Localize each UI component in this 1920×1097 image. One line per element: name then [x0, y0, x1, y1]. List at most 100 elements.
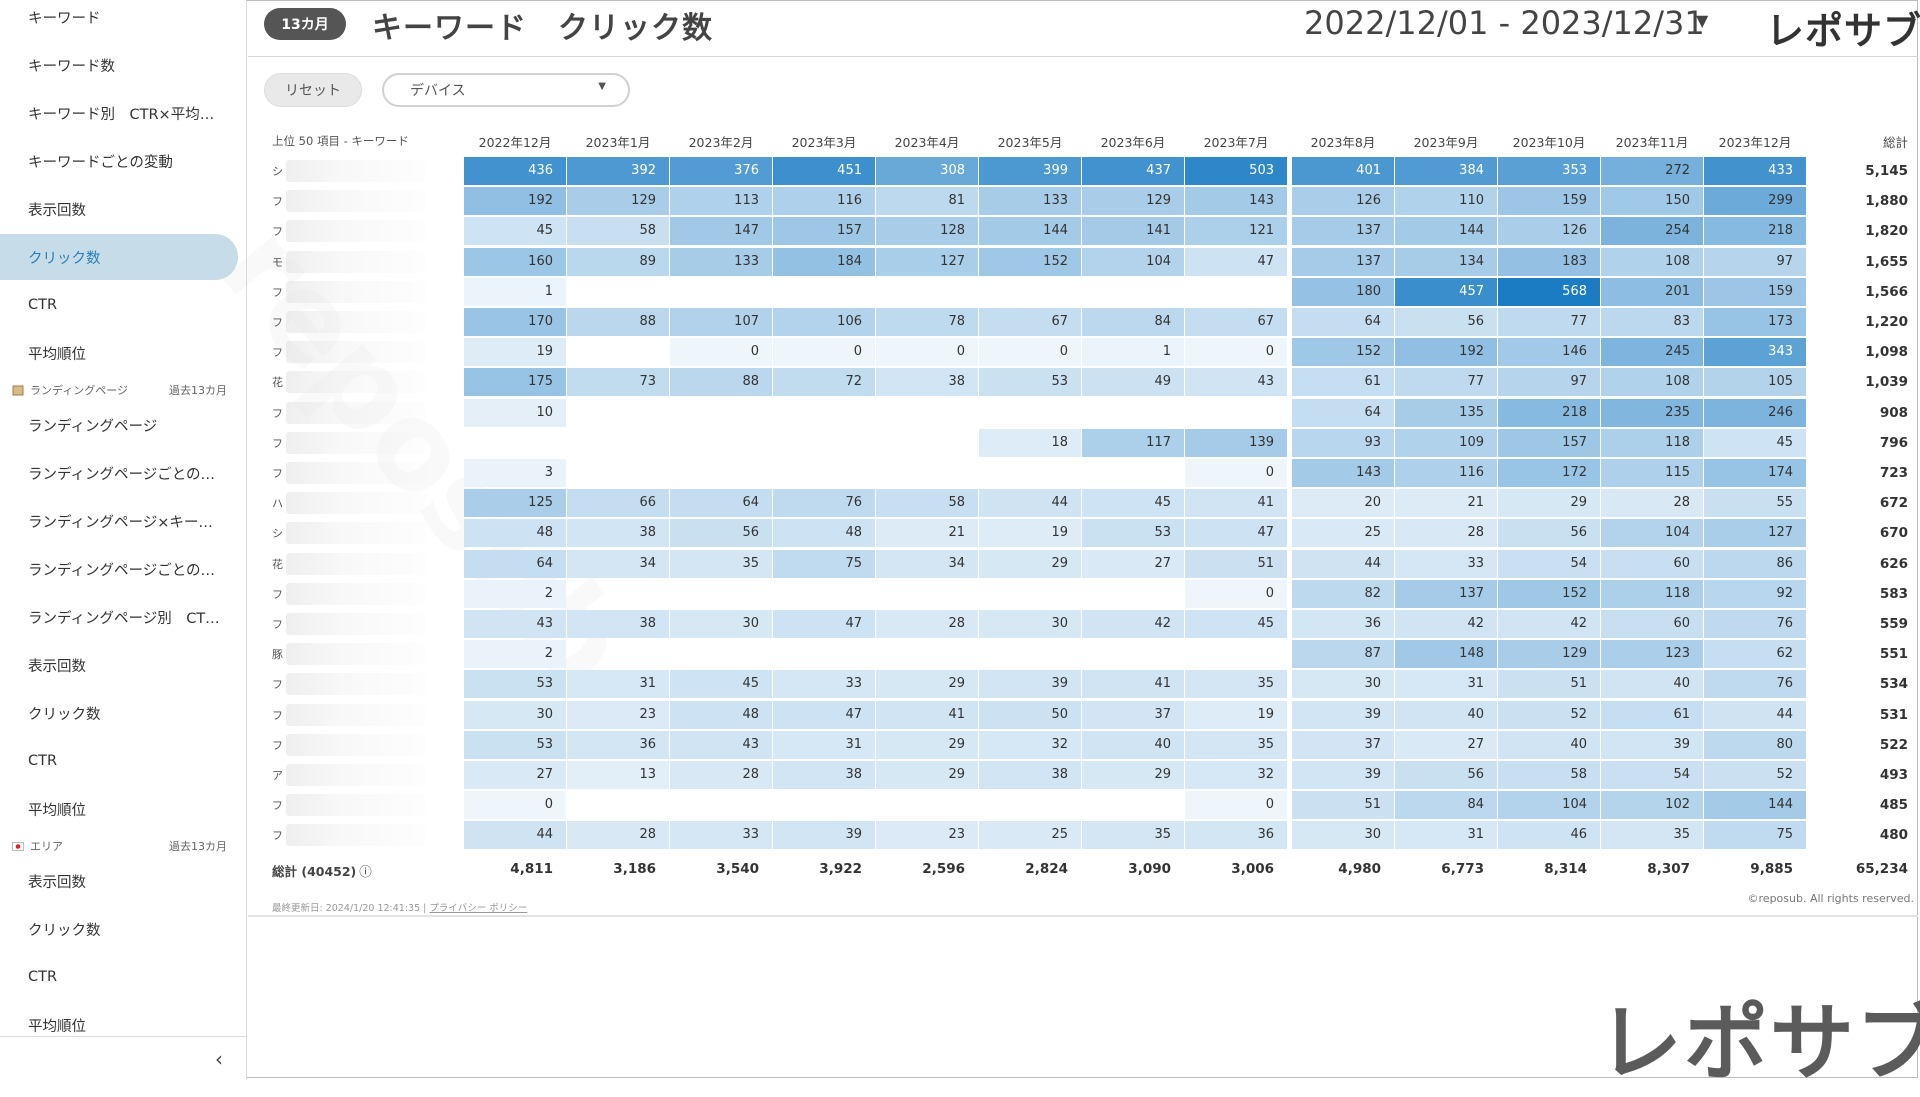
keyword-cell[interactable]: シ: [272, 518, 426, 548]
month-column-header[interactable]: 2023年11月: [1615, 135, 1689, 150]
keyword-cell[interactable]: フ: [272, 458, 426, 488]
sidebar-item[interactable]: クリック数: [28, 706, 101, 723]
sidebar-item[interactable]: CTR: [28, 969, 58, 985]
sidebar-item[interactable]: CTR: [28, 753, 58, 769]
keyword-cell[interactable]: ハ: [272, 488, 426, 518]
sidebar-item[interactable]: ランディングページ×キー…: [28, 514, 213, 531]
keyword-cell[interactable]: シ: [272, 156, 426, 186]
table-row[interactable]: フ 2 0 82 137 152 118 92 583: [264, 579, 1920, 609]
keyword-cell[interactable]: フ: [272, 579, 426, 609]
keyword-cell[interactable]: フ: [272, 428, 426, 458]
table-row[interactable]: フ 45 58 147 157 128 144 141 121 137 144 126 254 218 1,…: [264, 216, 1920, 246]
month-column-header[interactable]: 2023年2月: [688, 135, 754, 150]
sidebar-item[interactable]: 平均順位: [28, 802, 86, 819]
value-cell: 27: [1082, 549, 1184, 578]
table-row[interactable]: フ 0 0 51 84 104 102 144 485: [264, 790, 1920, 820]
table-row[interactable]: ア 27 13 28 38 29 38 29 32 39 56 58 54 52 493: [264, 760, 1920, 790]
table-row[interactable]: フ 43 38 30 47 28 30 42 45 36 42 42 60 76 559: [264, 609, 1920, 639]
sidebar-item[interactable]: キーワード数: [28, 58, 115, 75]
table-row[interactable]: フ 44 28 33 39 23 25 35 36 30 31 46 35 75 480: [264, 820, 1920, 850]
table-row[interactable]: 花 175 73 88 72 38 53 49 43 61 77 97 108 105 1,039: [264, 367, 1920, 397]
table-row[interactable]: フ 53 31 45 33 29 39 41 35 30 31 51 40 76 534: [264, 669, 1920, 699]
table-row[interactable]: シ 48 38 56 48 21 19 53 47 25 28 56 104 127 670: [264, 518, 1920, 548]
value-cell: 104: [1498, 791, 1600, 820]
sidebar-item[interactable]: 表示回数: [28, 874, 86, 891]
keyword-cell[interactable]: フ: [272, 700, 426, 730]
month-column-header[interactable]: 2023年4月: [894, 135, 960, 150]
month-column-header[interactable]: 2023年1月: [585, 135, 651, 150]
table-row[interactable]: フ 3 0 143 116 172 115 174 723: [264, 458, 1920, 488]
keyword-cell[interactable]: モ: [272, 247, 426, 277]
sidebar-item[interactable]: ランディングページごとの…: [28, 562, 216, 579]
keyword-cell[interactable]: フ: [272, 790, 426, 820]
sidebar-item[interactable]: 平均順位: [28, 1018, 86, 1035]
keyword-text: 花: [272, 557, 283, 571]
table-row[interactable]: フ 30 23 48 47 41 50 37 19 39 40 52 61 44 531: [264, 700, 1920, 730]
info-icon[interactable]: ⓘ: [359, 863, 372, 879]
month-column-header[interactable]: 2023年12月: [1718, 135, 1792, 150]
sidebar-item[interactable]: ランディングページごとの…: [28, 466, 216, 483]
keyword-cell[interactable]: フ: [272, 669, 426, 699]
table-row[interactable]: フ 10 64 135 218 235 246 908: [264, 398, 1920, 428]
table-row[interactable]: フ 170 88 107 106 78 67 84 67 64 56 77 83 173 1,220: [264, 307, 1920, 337]
keyword-cell[interactable]: フ: [272, 277, 426, 307]
month-column-header[interactable]: 2023年10月: [1512, 135, 1586, 150]
sidebar-item[interactable]: CTR: [28, 297, 58, 313]
table-row[interactable]: 花 64 34 35 75 34 29 27 51 44 33 54 60 86 626: [264, 549, 1920, 579]
table-row[interactable]: 豚 2 87 148 129 123 62 551: [264, 639, 1920, 669]
month-column-header[interactable]: 2023年8月: [1310, 135, 1376, 150]
sidebar-item[interactable]: クリック数: [0, 234, 238, 280]
table-row[interactable]: フ 1 180 457 568 201 159 1,566: [264, 277, 1920, 307]
keyword-cell[interactable]: フ: [272, 609, 426, 639]
total-column-header[interactable]: 総計: [1882, 135, 1908, 150]
sidebar-item[interactable]: 表示回数: [28, 658, 86, 675]
sidebar-item[interactable]: クリック数: [28, 922, 101, 939]
month-column-header[interactable]: 2023年9月: [1413, 135, 1479, 150]
keyword-cell[interactable]: フ: [272, 820, 426, 850]
sidebar-item[interactable]: キーワード別 CTR×平均…: [28, 106, 215, 123]
table-row[interactable]: フ 192 129 113 116 81 133 129 143 126 110 159 150 299 1…: [264, 186, 1920, 216]
keyword-cell[interactable]: 花: [272, 367, 426, 397]
keyword-cell[interactable]: フ: [272, 216, 426, 246]
device-filter-select[interactable]: デバイス ▼: [382, 73, 630, 107]
value-cell: [773, 791, 875, 819]
table-row[interactable]: フ 19 0 0 0 0 1 0 152 192 146 245 343 1,098: [264, 337, 1920, 367]
keyword-cell[interactable]: 豚: [272, 639, 426, 669]
sidebar-item[interactable]: ランディングページ別 CT…: [28, 610, 220, 627]
keyword-text: フ: [272, 678, 283, 692]
sidebar-item[interactable]: 平均順位: [28, 346, 86, 363]
sidebar-item[interactable]: キーワードごとの変動: [28, 154, 173, 171]
keyword-cell[interactable]: フ: [272, 307, 426, 337]
sidebar-item[interactable]: キーワード: [28, 10, 101, 27]
keyword-cell[interactable]: 花: [272, 549, 426, 579]
keyword-cell[interactable]: フ: [272, 730, 426, 760]
sidebar-item[interactable]: 表示回数: [28, 202, 86, 219]
table-row[interactable]: モ 160 89 133 184 127 152 104 47 137 134 183 108 97 1,6…: [264, 247, 1920, 277]
month-column-header[interactable]: 2023年6月: [1100, 135, 1166, 150]
chevron-down-icon[interactable]: ▼: [1696, 11, 1709, 30]
keyword-cell[interactable]: フ: [272, 337, 426, 367]
value-cell: 102: [1601, 791, 1703, 820]
privacy-policy-link[interactable]: プライバシー ポリシー: [429, 903, 528, 914]
column-total: 3,090: [1128, 860, 1171, 877]
table-row[interactable]: フ 53 36 43 31 29 32 40 35 37 27 40 39 80 522: [264, 730, 1920, 760]
redacted-keyword: [286, 462, 426, 484]
value-cell: [670, 278, 772, 306]
month-column-header[interactable]: 2023年3月: [791, 135, 857, 150]
keyword-cell[interactable]: フ: [272, 186, 426, 216]
month-column-header[interactable]: 2022年12月: [478, 135, 552, 150]
table-row[interactable]: ハ 125 66 64 76 58 44 45 41 20 21 29 28 55 672: [264, 488, 1920, 518]
keyword-cell[interactable]: フ: [272, 398, 426, 428]
value-cell: 29: [979, 549, 1081, 578]
table-row[interactable]: シ 436 392 376 451 308 399 437 503 401 384 353 272 433…: [264, 156, 1920, 186]
reset-button[interactable]: リセット: [264, 73, 362, 107]
month-column-header[interactable]: 2023年5月: [997, 135, 1063, 150]
date-range-picker[interactable]: 2022/12/01 - 2023/12/31: [1304, 4, 1705, 42]
keyword-text: フ: [272, 285, 283, 299]
table-row[interactable]: フ 18 117 139 93 109 157 118 45 796: [264, 428, 1920, 458]
sidebar-item[interactable]: ランディングページ: [28, 418, 158, 435]
month-column-header[interactable]: 2023年7月: [1203, 135, 1269, 150]
keyword-cell[interactable]: ア: [272, 760, 426, 790]
keyword-column-header[interactable]: 上位 50 項目 - キーワード: [272, 134, 409, 148]
collapse-sidebar-button[interactable]: ‹: [215, 1047, 223, 1071]
